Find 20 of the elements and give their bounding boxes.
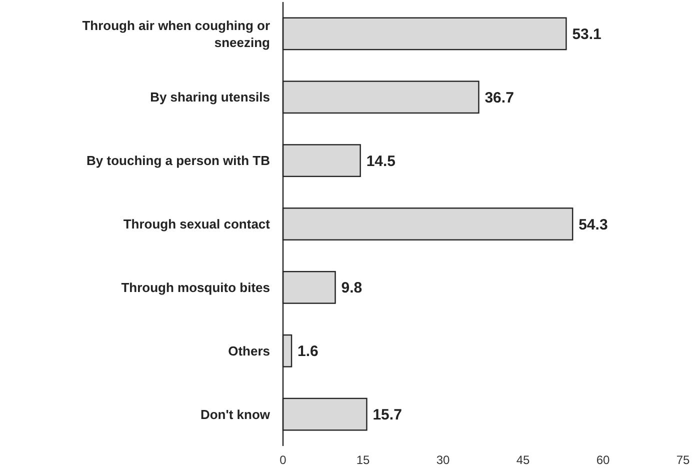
- x-tick-label: 15: [356, 453, 370, 467]
- data-label: 14.5: [366, 152, 396, 170]
- y-tick-label: Through sexual contact: [123, 216, 271, 232]
- x-tick-label: 60: [596, 453, 610, 467]
- data-label: 1.6: [298, 343, 318, 360]
- y-tick-label: By touching a person with TB: [86, 153, 270, 168]
- y-tick-label: By sharing utensils: [150, 90, 270, 105]
- data-label: 15.7: [372, 406, 402, 424]
- y-tick-label: Through air when coughing or sneezing: [82, 18, 270, 50]
- y-tick-label: Others: [228, 343, 270, 358]
- data-label: 54.3: [578, 216, 608, 234]
- data-label: 9.8: [341, 280, 362, 297]
- x-tick-label: 75: [676, 453, 690, 467]
- x-tick-label: 0: [280, 453, 287, 467]
- data-label: 36.7: [484, 89, 514, 106]
- y-tick-label: Through mosquito bites: [121, 280, 270, 295]
- x-tick-label: 30: [436, 453, 450, 467]
- y-tick-label: Don't know: [200, 406, 271, 422]
- data-label: 53.1: [572, 26, 602, 43]
- x-tick-label: 45: [516, 453, 530, 467]
